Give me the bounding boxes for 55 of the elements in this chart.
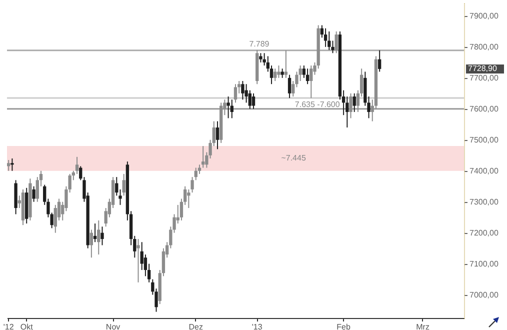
candlestick [349,92,352,119]
candlestick [252,92,256,110]
candlestick [378,50,382,72]
band-label: ~7.445 [281,153,306,162]
x-tick-label: Feb [336,322,351,330]
y-tick-label: 7300,00 [470,197,499,206]
candlestick [324,28,328,48]
candlestick [32,186,36,202]
candlestick [284,50,288,78]
candlestick [190,176,194,194]
candlestick [306,68,310,85]
candlestick [136,238,140,283]
y-tick-label: 7900,00 [470,11,499,20]
ref-line-label: 7.789 [249,39,270,48]
x-tick-label: Okt [20,322,34,330]
y-tick-label: 7800,00 [470,42,499,52]
x-tick-label: '13 [252,322,263,330]
candlestick [328,30,331,51]
y-tick-label: 7200,00 [470,228,499,238]
candlestick [352,92,356,112]
candlestick [187,188,190,209]
candlestick [310,65,313,99]
x-tick-label: Dez [188,322,203,330]
candlestick [122,173,126,196]
candlestick [90,229,94,258]
y-tick-label: 7100,00 [470,259,499,268]
text: 7728,90 [468,64,498,73]
candlestick [202,146,205,168]
candlestick [75,156,79,174]
candlestick [230,99,234,119]
candlestick [280,68,284,78]
candlestick [226,96,230,119]
candlestick [100,226,104,246]
candlestick [277,65,280,78]
y-tick-label: 7700,00 [470,73,499,82]
x-tick-label: Nov [106,322,120,330]
candlestick [274,68,277,82]
candlestick [234,84,238,104]
y-tick-label: 7600,00 [470,104,499,114]
x-tick-label: '12 [3,322,14,330]
candlestick [93,223,97,243]
candlestick [216,120,220,150]
candlestick [241,80,244,100]
candlestick [334,30,338,54]
candlestick [10,158,14,172]
candlestick [259,52,262,63]
candlestick [7,160,10,172]
y-tick-label: 7400,00 [470,166,499,176]
y-tick-label: 7000,00 [470,290,499,300]
candlestick [288,74,292,99]
candlestick [194,167,198,181]
x-tick-label: Mrz [416,322,430,330]
y-tick-label: 7500,00 [470,135,499,144]
ref-line-label: 7.635 -7.600 [294,100,340,110]
candlestick [97,220,100,255]
